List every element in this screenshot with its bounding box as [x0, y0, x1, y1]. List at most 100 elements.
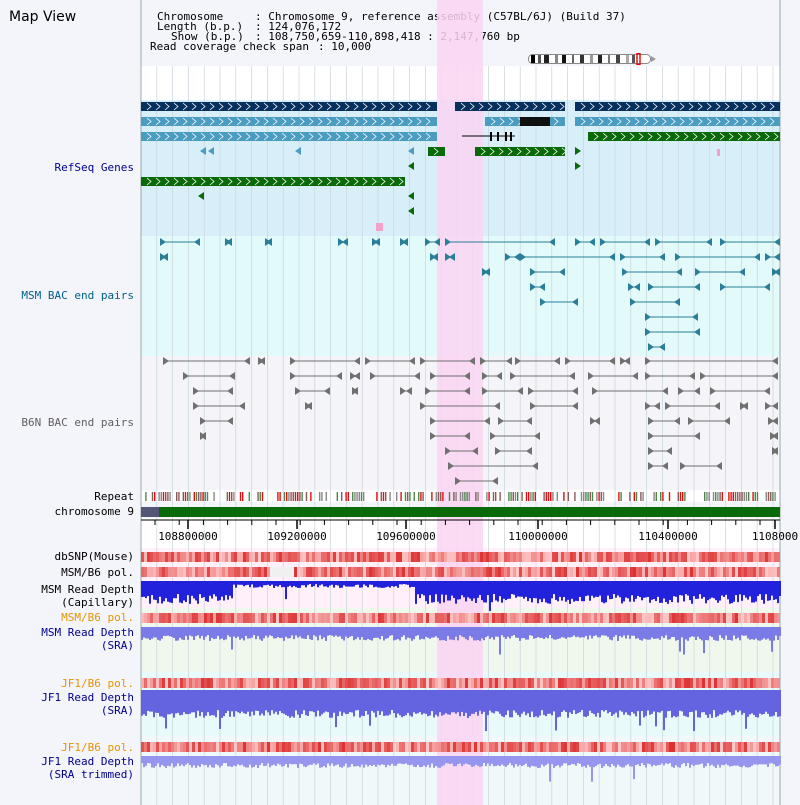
- repeat-feature: [345, 492, 347, 501]
- repeat-feature: [495, 492, 497, 501]
- repeat-feature: [319, 492, 321, 501]
- b6n-bac-pair: [482, 387, 523, 395]
- b6n-bac-pair: [530, 402, 578, 410]
- repeat-feature: [404, 492, 407, 501]
- b6n-bac-pair: [740, 402, 748, 410]
- gene-arrow: [408, 162, 414, 170]
- ideogram-band: [580, 55, 584, 63]
- repeat-feature: [477, 492, 479, 501]
- repeat-feature: [277, 492, 279, 501]
- b6n-bac-pair: [193, 387, 233, 395]
- msm-b6-pol-strip-2: [141, 613, 780, 623]
- repeat-feature: [514, 492, 517, 501]
- position-axis: 108800000 109200000 109600000 110000000 1104…: [141, 519, 798, 543]
- msm-bac-pair: [655, 238, 712, 246]
- repeat-feature: [292, 492, 294, 501]
- msm-bac-pair: [720, 238, 780, 246]
- gene-exon: [490, 132, 492, 141]
- refseq-gene: [588, 132, 780, 141]
- b6n-bac-pair: [425, 387, 470, 395]
- repeat-feature: [745, 492, 748, 501]
- repeat-feature: [459, 492, 462, 501]
- repeat-feature: [475, 492, 477, 501]
- repeat-feature: [492, 492, 495, 501]
- jf1-depth-sra-line2: (SRA): [100, 704, 134, 717]
- gene-block-dark: [520, 117, 550, 126]
- msm-bac-pair: [645, 328, 700, 336]
- repeat-feature: [655, 492, 657, 501]
- repeat-feature: [528, 492, 530, 501]
- refseq-gene: [428, 147, 445, 156]
- repeat-feature: [336, 492, 338, 501]
- repeat-feature: [193, 492, 195, 501]
- gene-arrow: [198, 192, 204, 200]
- repeat-feature: [743, 492, 745, 501]
- repeat-feature: [653, 492, 655, 501]
- repeat-feature: [195, 492, 198, 501]
- repeat-feature: [591, 492, 594, 501]
- repeat-feature: [545, 492, 547, 501]
- b6n-bac-pair: [645, 372, 695, 380]
- ideogram-band: [590, 55, 593, 63]
- jf1-b6-pol-strip-2: [141, 742, 780, 752]
- msm-bac-pair: [445, 253, 455, 261]
- repeat-feature: [464, 492, 466, 501]
- chromosome-bar: [141, 507, 780, 517]
- b6n-bac-pair: [305, 402, 312, 410]
- repeat-feature: [228, 492, 231, 501]
- repeat-feature: [162, 492, 165, 501]
- chromosome-ideogram[interactable]: [528, 53, 658, 65]
- gene-exon: [497, 132, 499, 141]
- ideogram-band: [572, 55, 574, 63]
- b6n-bac-pair: [648, 462, 668, 470]
- repeat-feature: [512, 492, 514, 501]
- b6n-bac-pair: [445, 447, 478, 455]
- repeat-feature: [765, 492, 767, 501]
- ideogram-band: [562, 55, 566, 63]
- msm-depth-capillary-bars: [141, 581, 781, 611]
- repeat-feature: [341, 492, 343, 501]
- b6n-bac-pair: [183, 372, 235, 380]
- b6n-bac-pair: [430, 372, 470, 380]
- repeat-feature: [352, 492, 354, 501]
- jf1-depth-trimmed-line1: JF1 Read Depth: [41, 755, 134, 768]
- repeat-feature: [288, 492, 290, 501]
- b6n-bac-pair: [620, 357, 630, 365]
- repeat-feature: [257, 492, 259, 501]
- repeat-feature: [448, 492, 451, 501]
- b6n-bac-pair: [528, 387, 578, 395]
- repeat-feature: [455, 492, 457, 501]
- repeat-feature: [382, 492, 385, 501]
- refseq-gene: [141, 177, 405, 186]
- repeat-feature: [310, 492, 312, 501]
- ideogram-band: [632, 55, 635, 63]
- repeat-feature: [532, 492, 534, 501]
- repeat-feature: [741, 492, 743, 501]
- b6n-bac-pair: [648, 417, 680, 425]
- repeat-feature: [640, 492, 642, 501]
- repeat-feature: [360, 492, 363, 501]
- msm-bac-pair: [160, 238, 200, 246]
- repeat-feature: [660, 492, 662, 501]
- repeat-feature: [567, 492, 569, 501]
- chromosome-label: Chromosome: [157, 10, 224, 23]
- repeat-feature: [242, 492, 244, 501]
- repeat-feature: [587, 492, 589, 501]
- repeat-feature: [279, 492, 281, 501]
- jf1-b6-pol-strip-1: [141, 678, 780, 688]
- gene-arrow: [575, 162, 581, 170]
- ideogram-band: [626, 55, 629, 63]
- msm-bac-pair: [400, 238, 408, 246]
- repeat-feature: [633, 492, 635, 501]
- axis-tick-label: 109200000: [267, 530, 327, 543]
- repeat-feature: [543, 492, 545, 501]
- ideogram-band: [616, 55, 620, 63]
- repeat-feature: [728, 492, 730, 501]
- span-label: Read coverage check span: [150, 40, 309, 53]
- ideogram-tip: [651, 56, 656, 62]
- repeat-feature: [510, 492, 512, 501]
- repeat-feature: [160, 492, 162, 501]
- repeat-feature: [721, 492, 723, 501]
- b6n-bac-pair: [193, 402, 245, 410]
